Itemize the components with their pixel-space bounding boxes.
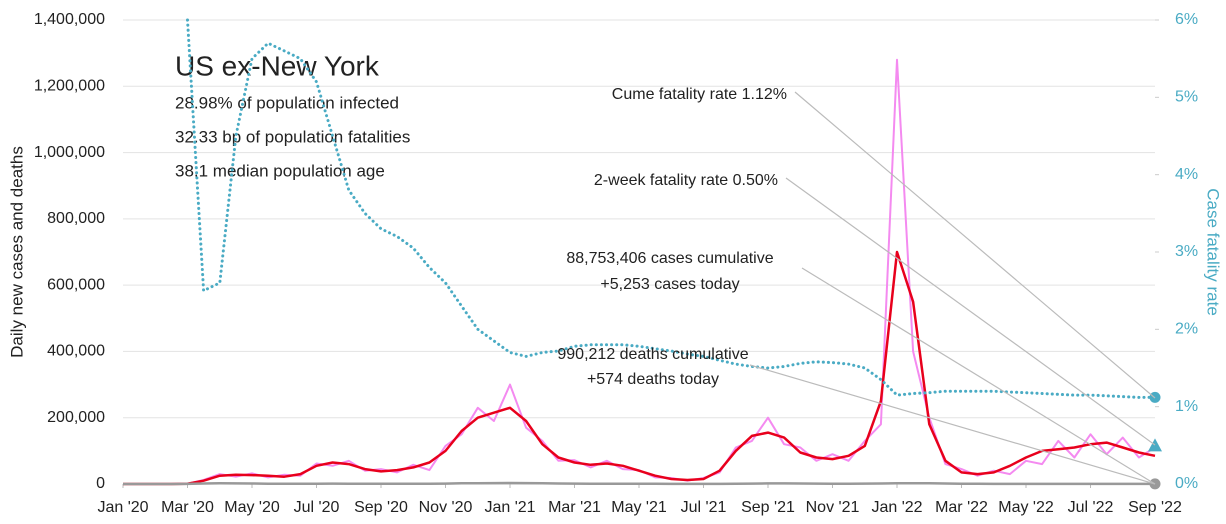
annotation: 88,753,406 cases cumulative [566,250,773,267]
plot-area [123,18,1162,490]
y-tick-label: 0 [96,475,105,492]
leader-line [749,364,1156,485]
y-axis-label: Daily new cases and deaths [7,146,26,358]
y-tick-label: 1,200,000 [34,78,105,95]
y2-tick-label: 4% [1175,166,1198,183]
chart-title: US ex-New York [175,50,380,81]
x-tick-label: Mar '22 [935,499,988,516]
x-tick-label: Jul '22 [1068,499,1114,516]
x-tick-label: Nov '21 [806,499,860,516]
leader-line [801,267,1156,485]
series-line [186,18,1157,399]
leader-line [794,91,1156,399]
x-tick-label: May '21 [611,499,667,516]
y-tick-label: 800,000 [47,210,105,227]
x-tick-label: Jan '21 [484,499,535,516]
y2-tick-label: 5% [1175,89,1198,106]
annotation: +5,253 cases today [600,276,739,293]
x-tick-label: May '22 [998,499,1054,516]
y2-tick-label: 2% [1175,321,1198,338]
series-line [123,58,1156,485]
x-tick-label: Nov '20 [419,499,473,516]
subtitle-line: 38.1 median population age [175,161,385,180]
y-tick-label: 200,000 [47,409,105,426]
y-tick-label: 400,000 [47,343,105,360]
x-tick-label: Sep '22 [1128,499,1182,516]
annotation: Cume fatality rate 1.12% [612,86,787,103]
subtitle-line: 32.33 bp of population fatalities [175,127,410,146]
y-tick-label: 600,000 [47,276,105,293]
x-tick-label: Jan '20 [97,499,148,516]
annotation: 990,212 deaths cumulative [557,346,748,363]
subtitle-line: 28.98% of population infected [175,93,399,112]
y-tick-label: 1,400,000 [34,11,105,28]
annotation: +574 deaths today [587,371,719,388]
y2-tick-label: 6% [1175,11,1198,28]
annotations [749,91,1156,485]
y2-axis-label: Case fatality rate [1204,188,1223,316]
y2-tick-label: 0% [1175,475,1198,492]
series-line [123,250,1156,486]
y-tick-label: 1,000,000 [34,144,105,161]
x-tick-label: May '20 [224,499,280,516]
x-tick-label: Jan '22 [871,499,922,516]
x-tick-label: Jul '21 [681,499,727,516]
x-tick-label: Sep '21 [741,499,795,516]
series-line [123,481,1155,486]
y2-tick-label: 1% [1175,398,1198,415]
y2-tick-label: 3% [1175,243,1198,260]
x-tick-label: Mar '20 [161,499,214,516]
annotation: 2-week fatality rate 0.50% [594,172,778,189]
x-tick-label: Sep '20 [354,499,408,516]
x-tick-label: Jul '20 [294,499,340,516]
leader-line [785,177,1156,446]
x-tick-label: Mar '21 [548,499,601,516]
